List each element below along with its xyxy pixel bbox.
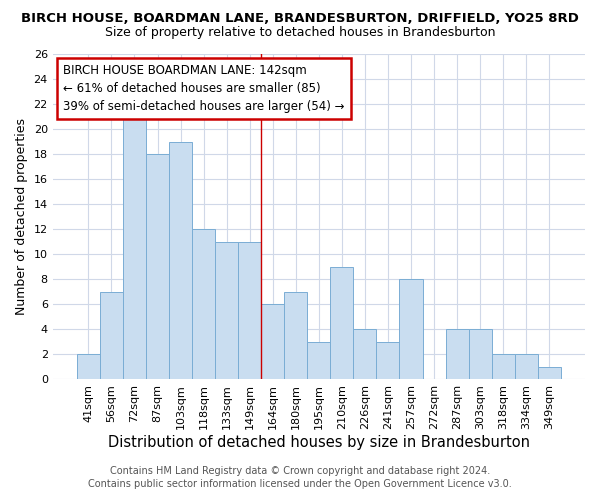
Bar <box>169 142 192 380</box>
Bar <box>400 280 422 380</box>
Bar <box>192 229 215 380</box>
Bar <box>261 304 284 380</box>
Bar <box>491 354 515 380</box>
Bar <box>307 342 331 380</box>
Bar <box>215 242 238 380</box>
Text: Contains HM Land Registry data © Crown copyright and database right 2024.
Contai: Contains HM Land Registry data © Crown c… <box>88 466 512 489</box>
Bar <box>146 154 169 380</box>
Bar <box>123 104 146 380</box>
Bar <box>538 367 561 380</box>
Text: BIRCH HOUSE BOARDMAN LANE: 142sqm
← 61% of detached houses are smaller (85)
39% : BIRCH HOUSE BOARDMAN LANE: 142sqm ← 61% … <box>64 64 345 113</box>
Bar <box>446 330 469 380</box>
X-axis label: Distribution of detached houses by size in Brandesburton: Distribution of detached houses by size … <box>108 435 530 450</box>
Y-axis label: Number of detached properties: Number of detached properties <box>15 118 28 315</box>
Bar <box>376 342 400 380</box>
Bar <box>77 354 100 380</box>
Bar <box>515 354 538 380</box>
Text: BIRCH HOUSE, BOARDMAN LANE, BRANDESBURTON, DRIFFIELD, YO25 8RD: BIRCH HOUSE, BOARDMAN LANE, BRANDESBURTO… <box>21 12 579 26</box>
Bar <box>100 292 123 380</box>
Bar <box>353 330 376 380</box>
Bar <box>238 242 261 380</box>
Bar <box>331 267 353 380</box>
Bar <box>469 330 491 380</box>
Bar <box>284 292 307 380</box>
Text: Size of property relative to detached houses in Brandesburton: Size of property relative to detached ho… <box>105 26 495 39</box>
